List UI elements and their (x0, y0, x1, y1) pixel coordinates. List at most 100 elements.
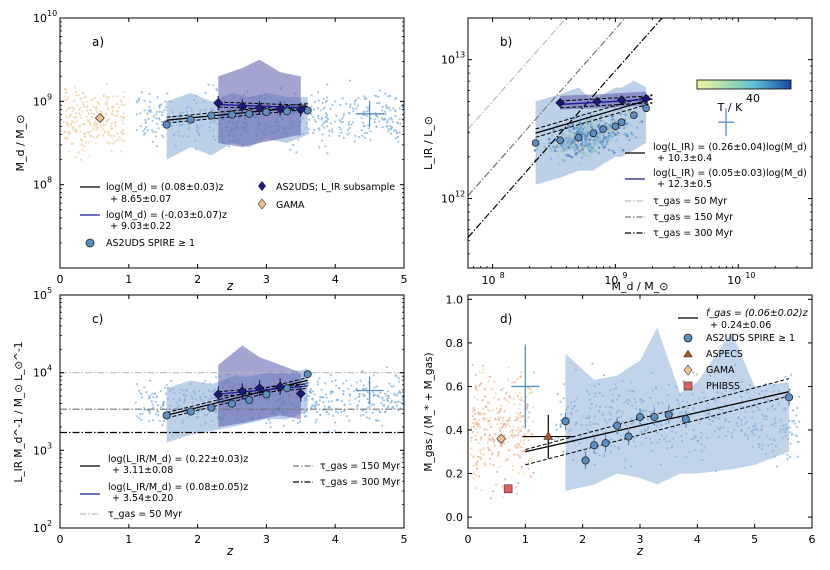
gama-scatter-point (483, 395, 487, 398)
scatter-point (365, 114, 368, 118)
scatter-point (146, 129, 149, 132)
y-tick-exponent: 10 (47, 9, 57, 18)
gama-scatter-point (508, 395, 511, 398)
gama-scatter-point (120, 131, 123, 134)
scatter-point (562, 450, 565, 453)
fit-line-2 (560, 95, 653, 102)
scatter-point (591, 362, 594, 365)
gama-scatter-point (79, 158, 83, 161)
panel-c-legend: log(L_IR/M_d) = (0.22±0.03)z + 3.11±0.08… (80, 454, 400, 520)
scatter-point (329, 122, 332, 125)
scatter-point (389, 94, 392, 97)
fit-line-1 (535, 94, 653, 130)
scatter-point (355, 107, 358, 110)
gama-scatter-point (518, 472, 521, 475)
gama-scatter-point (102, 123, 105, 127)
scatter-point (164, 100, 167, 103)
scatter-point (789, 442, 792, 445)
gama-scatter-point (479, 438, 482, 441)
spire-bin-point (642, 104, 650, 113)
gama-scatter-point (74, 112, 78, 115)
gama-scatter-point (482, 417, 485, 420)
scatter-point (156, 403, 159, 407)
y-tick-exponent: 4 (47, 364, 52, 373)
scatter-point (398, 390, 401, 393)
fit-line-2 (218, 101, 308, 106)
gama-scatter-point (482, 447, 486, 450)
scatter-point (316, 380, 319, 383)
gama-scatter-point (65, 136, 68, 139)
scatter-point (399, 122, 402, 125)
scatter-point (211, 84, 215, 87)
gama-scatter-point (63, 130, 67, 134)
scatter-point (355, 405, 358, 408)
scatter-point (282, 424, 285, 427)
scatter-point (341, 117, 344, 120)
gama-scatter-point (529, 432, 532, 435)
gama-scatter-point (83, 105, 86, 108)
gama-scatter-point (488, 457, 492, 461)
gama-scatter-point (480, 413, 483, 416)
gama-scatter-point (474, 438, 478, 441)
gama-scatter-point (525, 419, 528, 422)
gama-scatter-point (496, 411, 499, 414)
gama-scatter-point (114, 122, 117, 125)
gama-scatter-point (470, 439, 473, 442)
scatter-point (326, 118, 330, 121)
scatter-point (347, 387, 350, 391)
colorbar-tick: 40 (746, 92, 760, 105)
scatter-point (554, 423, 558, 426)
scatter-point (383, 110, 387, 113)
scatter-point (359, 379, 362, 382)
gama-scatter-point (112, 95, 115, 98)
gama-scatter-point (100, 125, 103, 128)
subsample-point (237, 386, 248, 397)
gama-scatter-point (483, 427, 486, 431)
gama-scatter-point (109, 128, 113, 131)
gama-scatter-point (85, 115, 88, 118)
scatter-point (148, 92, 151, 96)
scatter-point (396, 135, 400, 138)
gama-scatter-point (517, 431, 520, 434)
gama-scatter-point (531, 456, 534, 459)
scatter-point (319, 396, 322, 399)
scatter-point (207, 83, 210, 86)
tau-line (467, 17, 663, 238)
legend-c-tau150: τ_gas = 150 Myr (320, 461, 400, 472)
scatter-point (317, 114, 320, 118)
gama-scatter-point (472, 410, 475, 413)
scatter-point (389, 124, 392, 128)
gama-scatter-point (110, 113, 113, 116)
gama-scatter-point (474, 474, 478, 477)
gama-scatter-point (122, 116, 126, 119)
gama-scatter-point (490, 438, 493, 442)
scatter-point (330, 400, 334, 403)
scatter-point (318, 146, 321, 149)
gama-scatter-point (106, 98, 109, 101)
scatter-point (140, 91, 143, 94)
gama-scatter-point (507, 436, 510, 439)
scatter-point (321, 101, 325, 105)
scatter-point (796, 425, 799, 428)
scatter-point (381, 126, 384, 129)
gama-scatter-point (89, 130, 92, 133)
gama-scatter-point (495, 407, 499, 410)
scatter-point (149, 100, 152, 103)
gama-scatter-point (71, 126, 75, 129)
scatter-point (329, 392, 333, 395)
gama-scatter-point (515, 415, 518, 418)
scatter-point (562, 397, 565, 400)
y-tick-label: 10 (33, 12, 47, 25)
gama-scatter-point (525, 408, 528, 411)
x-tick-label: 1 (125, 273, 132, 286)
y-tick-exponent: 5 (47, 286, 52, 295)
gama-scatter-point (501, 416, 504, 419)
gama-scatter-point (103, 131, 106, 134)
subsample-point (616, 95, 627, 105)
scatter-point (387, 127, 390, 131)
scatter-point (387, 394, 390, 397)
scatter-point (349, 105, 352, 108)
gama-scatter-point (507, 378, 510, 381)
spire-band (565, 327, 790, 491)
scatter-point (265, 422, 268, 425)
